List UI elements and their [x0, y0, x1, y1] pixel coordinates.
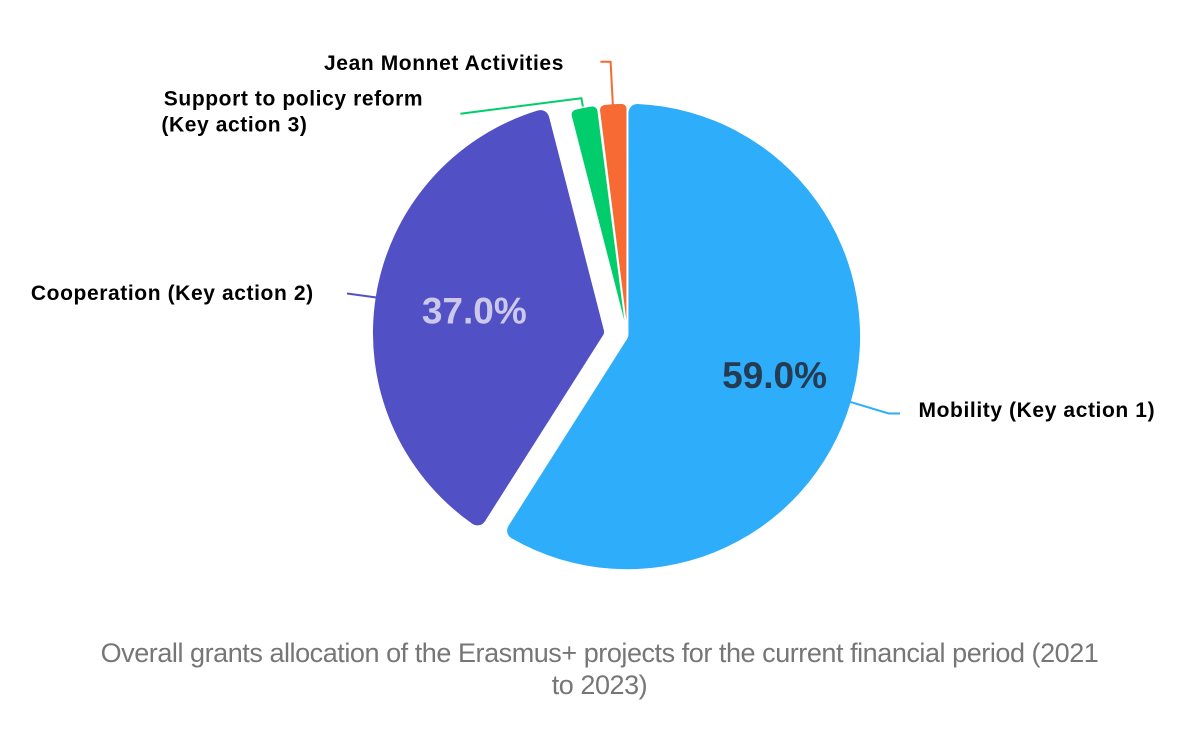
svg-text:Mobility (Key action 1): Mobility (Key action 1) — [919, 399, 1156, 422]
svg-text:Overall grants allocation of t: Overall grants allocation of the Erasmus… — [101, 638, 1099, 668]
svg-text:37.0%: 37.0% — [422, 290, 527, 331]
svg-text:Support to policy reform: Support to policy reform — [164, 87, 423, 110]
svg-text:(Key action 3): (Key action 3) — [161, 113, 307, 136]
svg-text:to 2023): to 2023) — [552, 670, 647, 700]
svg-text:Cooperation (Key action 2): Cooperation (Key action 2) — [31, 282, 314, 305]
svg-text:59.0%: 59.0% — [722, 355, 827, 396]
svg-text:Jean Monnet Activities: Jean Monnet Activities — [324, 52, 564, 75]
